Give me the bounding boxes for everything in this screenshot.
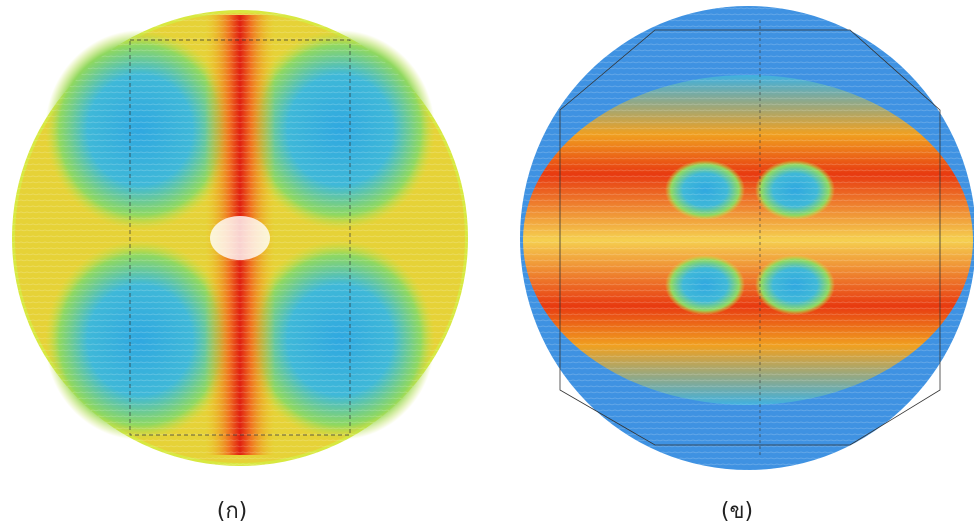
panel-label: (ก)	[217, 499, 248, 524]
panel-a: (ก)	[12, 10, 468, 524]
streamlines	[12, 10, 468, 466]
outline	[129, 39, 351, 436]
outline	[559, 29, 941, 446]
panel-b: (ข)	[520, 6, 974, 524]
panel-label: (ข)	[721, 499, 753, 524]
streamlines	[520, 6, 974, 470]
